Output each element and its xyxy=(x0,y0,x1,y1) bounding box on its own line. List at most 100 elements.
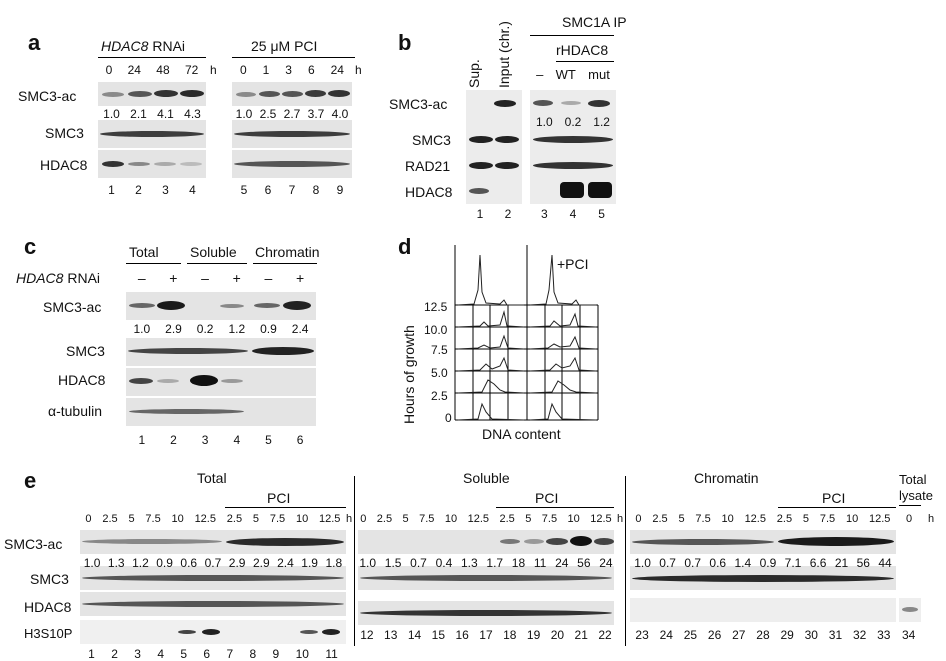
band xyxy=(283,301,311,310)
time-label: 0 xyxy=(239,63,247,77)
row-label: HDAC8 xyxy=(58,372,106,388)
band xyxy=(594,538,614,545)
section-soluble-title: Soluble xyxy=(463,470,510,486)
quant-value: 1.0 xyxy=(133,322,151,336)
quant-value: 2.5 xyxy=(259,107,277,121)
section-chromatin-title: Chromatin xyxy=(694,470,759,486)
lane-number: 2 xyxy=(504,207,512,221)
lane-number: 3 xyxy=(134,647,141,661)
time-label: 5 xyxy=(252,513,260,525)
row-label: SMC3 xyxy=(412,132,451,148)
band xyxy=(533,162,613,169)
time-label: 24 xyxy=(127,63,141,77)
chromatin-lanes: 23 24 25 26 27 28 29 30 31 32 33 xyxy=(630,628,896,642)
panel-a-pci-quant: 1.0 2.5 2.7 3.7 4.0 xyxy=(232,107,352,121)
quant-value: 18 xyxy=(511,556,526,570)
time-label: 7.5 xyxy=(269,513,286,525)
band xyxy=(588,100,610,107)
lane-number: 11 xyxy=(325,647,338,661)
quant-value: 1.0 xyxy=(103,107,120,121)
quant-value: 1.3 xyxy=(460,556,478,570)
quant-value: 0.6 xyxy=(180,556,198,570)
rnai-suffix: RNAi xyxy=(148,38,186,54)
panel-b-quant: 1.0 0.2 1.2 xyxy=(530,115,616,129)
quant-value: 1.7 xyxy=(486,556,504,570)
lane-number: 2 xyxy=(170,433,177,447)
band xyxy=(82,575,344,581)
lane-number: 19 xyxy=(526,628,541,642)
soluble-quant: 1.0 1.5 0.7 0.4 1.3 1.7 18 11 24 56 24 xyxy=(355,556,617,570)
time-label: 12.5 xyxy=(744,513,766,525)
band xyxy=(533,100,553,106)
time-label: 2.5 xyxy=(376,513,393,525)
lane-number: 14 xyxy=(407,628,422,642)
row-label: HDAC8 xyxy=(405,184,453,200)
blot-e-chromatin-hdac8 xyxy=(630,598,896,622)
quant-value: 0.9 xyxy=(156,556,173,570)
quant-value: 1.0 xyxy=(83,556,101,570)
row-label: SMC3-ac xyxy=(43,299,102,315)
total-times: 0 2.5 5 7.5 10 12.5 2.5 5 7.5 10 12.5 xyxy=(80,513,346,525)
band xyxy=(129,378,153,384)
lane-number: 21 xyxy=(574,628,588,642)
time-unit: h xyxy=(346,513,353,525)
lane-number: 4 xyxy=(189,183,196,197)
quant-value: 1.4 xyxy=(734,556,752,570)
band xyxy=(154,90,178,97)
band xyxy=(100,131,204,137)
panel-a-rnai-title: HDAC8 RNAi xyxy=(101,38,185,54)
quant-value: 2.7 xyxy=(283,107,301,121)
lane-number: 5 xyxy=(240,183,248,197)
lane-number: 24 xyxy=(659,628,673,642)
quant-value: 21 xyxy=(834,556,849,570)
lane-number: 2 xyxy=(111,647,118,661)
lane-number: 25 xyxy=(683,628,698,642)
y-tick: 10.0 xyxy=(424,323,448,337)
lane-number: 6 xyxy=(203,647,211,661)
rhdac8-underline xyxy=(556,61,614,62)
lane-number: 12 xyxy=(360,628,374,642)
time-unit: h xyxy=(355,63,362,77)
time-label: 12.5 xyxy=(319,513,341,525)
time-label: 10 xyxy=(721,513,734,525)
quant-value: 1.0 xyxy=(634,556,651,570)
band xyxy=(252,347,314,355)
quant-value: 0.6 xyxy=(709,556,727,570)
time-unit: h xyxy=(928,513,935,525)
row-label: HDAC8 xyxy=(24,599,72,615)
panel-a-pci-lanes: 5 6 7 8 9 xyxy=(232,183,352,197)
lane-number: 9 xyxy=(336,183,344,197)
time-label: 5 xyxy=(678,513,685,525)
quant-value: 11 xyxy=(533,556,547,570)
rnai-suffix: RNAi xyxy=(63,270,101,286)
quant-value: 1.8 xyxy=(325,556,343,570)
lane-number: 16 xyxy=(455,628,469,642)
band xyxy=(632,575,894,582)
quant-value: 3.7 xyxy=(307,107,325,121)
quant-value: 56 xyxy=(577,556,591,570)
band xyxy=(190,375,218,386)
quant-value: 2.4 xyxy=(291,322,309,336)
panel-c-signs: – + – + – + xyxy=(126,270,316,286)
time-label: 10 xyxy=(567,513,580,525)
lane-number: 3 xyxy=(162,183,169,197)
total-quant: 1.0 1.3 1.2 0.9 0.6 0.7 2.9 2.9 2.4 1.9 1.8 xyxy=(80,556,346,570)
lysate-time: 0 xyxy=(906,513,913,525)
time-label: 7.5 xyxy=(145,513,161,525)
time-label: 2.5 xyxy=(776,513,793,525)
row-label: H3S10P xyxy=(24,626,73,641)
time-label: 12.5 xyxy=(194,513,216,525)
group-underline xyxy=(187,263,247,264)
quant-value: 2.9 xyxy=(252,556,270,570)
sign: + xyxy=(169,270,178,286)
pci-underline xyxy=(496,507,614,508)
row-label: SMC3-ac xyxy=(18,88,77,104)
time-label: 0 xyxy=(85,513,92,525)
quant-value: 0.7 xyxy=(659,556,676,570)
band xyxy=(500,539,520,544)
time-label: 5 xyxy=(402,513,409,525)
lane-number: 5 xyxy=(265,433,272,447)
band xyxy=(128,162,150,166)
lane-number: 1 xyxy=(108,183,115,197)
